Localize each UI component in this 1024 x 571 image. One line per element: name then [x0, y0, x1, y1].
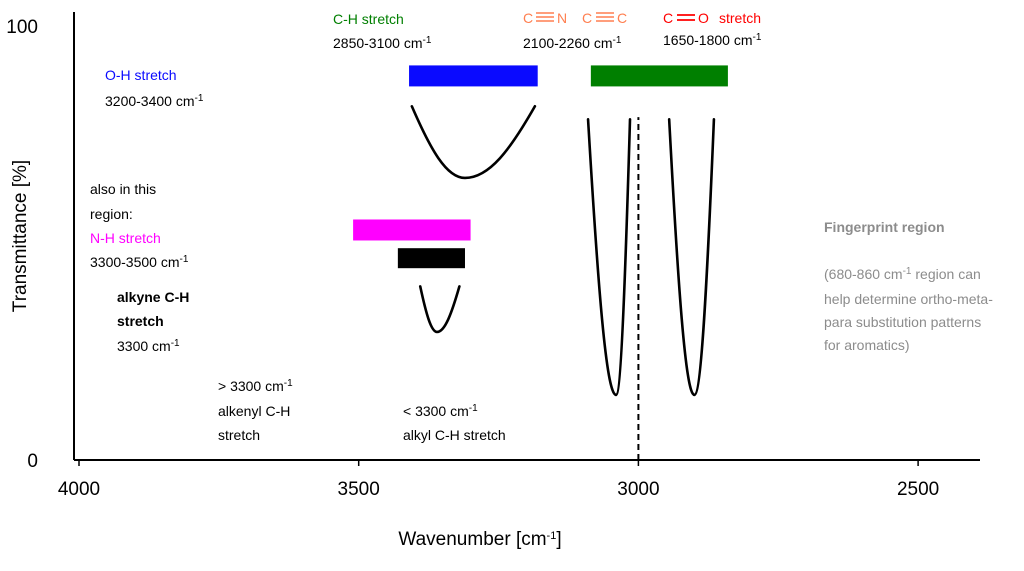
oh-range: 3200-3400 cm-1	[105, 93, 204, 110]
cn-c1: C	[523, 10, 533, 26]
x-tick-label: 2500	[897, 479, 939, 500]
band-bar-5	[397, 248, 465, 269]
cn-n: N	[557, 10, 567, 26]
y-axis-label: Transmittance [%]	[10, 160, 31, 312]
triple-bond-icon-2	[596, 12, 614, 22]
ch-name: C-H stretch	[333, 11, 404, 27]
fingerprint-line-1: (680-860 cm-1 region can	[824, 266, 981, 283]
fingerprint-line-1b: region can	[912, 266, 981, 282]
alkyne-range: 3300 cm-1	[117, 338, 180, 355]
alkenyl-line-3: stretch	[218, 427, 260, 443]
x-tick-label: 4000	[58, 479, 100, 500]
peak-curve-2	[667, 118, 716, 397]
ch-range-text: 2850-3100 cm	[333, 35, 423, 51]
alkyne-range-sup: -1	[171, 338, 180, 349]
alkyne-range-text: 3300 cm	[117, 338, 171, 354]
triple-bond-icon-1	[536, 12, 554, 22]
peaks	[410, 104, 716, 397]
bands	[353, 65, 728, 269]
cn-c3: C	[617, 10, 627, 26]
y-tick-label: 100	[6, 17, 38, 38]
band-bar-0	[409, 65, 538, 87]
fingerprint-line-3: para substitution patterns	[824, 314, 981, 330]
cn-range-sup: -1	[613, 35, 622, 46]
ch-range-sup: -1	[423, 35, 432, 46]
x-tick-label: 3000	[617, 479, 659, 500]
band-bar-1	[590, 65, 728, 87]
fingerprint-line-1-sup: -1	[903, 266, 912, 277]
alkyl-line-1-text: < 3300 cm	[403, 403, 469, 419]
also-line-2: region:	[90, 206, 133, 222]
x-axis-label-main: Wavenumber [cm	[398, 529, 546, 550]
alkenyl-line-1-text: > 3300 cm	[218, 378, 284, 394]
peak-curve-1	[586, 118, 632, 397]
y-axis-title: Transmittance [%]	[10, 160, 31, 312]
carbonyl-label: C O stretch	[663, 10, 761, 26]
ch-range: 2850-3100 cm-1	[333, 35, 432, 52]
oh-range-sup: -1	[195, 93, 204, 104]
also-line-1: also in this	[90, 181, 156, 197]
nh-range: 3300-3500 cm-1	[90, 254, 189, 271]
x-axis-label-end: ]	[556, 529, 561, 550]
fingerprint-line-2: help determine ortho-meta-	[824, 291, 993, 307]
co-c: C	[663, 10, 673, 26]
co-o: O	[698, 10, 709, 26]
y-tick-label: 0	[27, 451, 38, 472]
alkyne-line-1: alkyne C-H	[117, 289, 189, 305]
fingerprint-line-1a: (680-860 cm	[824, 266, 903, 282]
x-axis-label: Wavenumber [cm-1]	[398, 529, 561, 550]
alkyl-line-1: < 3300 cm-1	[403, 403, 478, 420]
fingerprint-line-4: for aromatics)	[824, 337, 910, 353]
x-axis-label-sup: -1	[547, 530, 557, 542]
co-range-text: 1650-1800 cm	[663, 32, 753, 48]
nh-name: N-H stretch	[90, 230, 161, 246]
x-tick-label: 3500	[338, 479, 380, 500]
alkenyl-line-1: > 3300 cm-1	[218, 378, 293, 395]
alkenyl-line-2: alkenyl C-H	[218, 403, 290, 419]
co-range: 1650-1800 cm-1	[663, 32, 762, 49]
co-range-sup: -1	[753, 32, 762, 43]
alkenyl-line-1-sup: -1	[284, 378, 293, 389]
guide-lines	[637, 117, 640, 460]
double-bond-icon	[677, 14, 695, 21]
oh-name: O-H stretch	[105, 67, 177, 83]
alkyl-line-2: alkyl C-H stretch	[403, 427, 506, 443]
nh-range-text: 3300-3500 cm	[90, 254, 180, 270]
nh-range-sup: -1	[180, 254, 189, 265]
alkyl-line-1-sup: -1	[469, 403, 478, 414]
alkyne-line-2: stretch	[117, 313, 164, 329]
peak-curve-0	[410, 104, 537, 180]
cn-c2: C	[582, 10, 592, 26]
fingerprint-title: Fingerprint region	[824, 219, 945, 235]
co-rest: stretch	[719, 10, 761, 26]
peak-curve-5	[418, 285, 461, 334]
oh-range-text: 3200-3400 cm	[105, 93, 195, 109]
nitrile-alkyne-label: C N C C	[523, 10, 627, 26]
ticks: 40003500300025002000150010000100	[6, 17, 939, 500]
cn-range: 2100-2260 cm-1	[523, 35, 622, 52]
band-bar-4	[353, 219, 471, 241]
axes	[73, 12, 980, 461]
cn-range-text: 2100-2260 cm	[523, 35, 613, 51]
